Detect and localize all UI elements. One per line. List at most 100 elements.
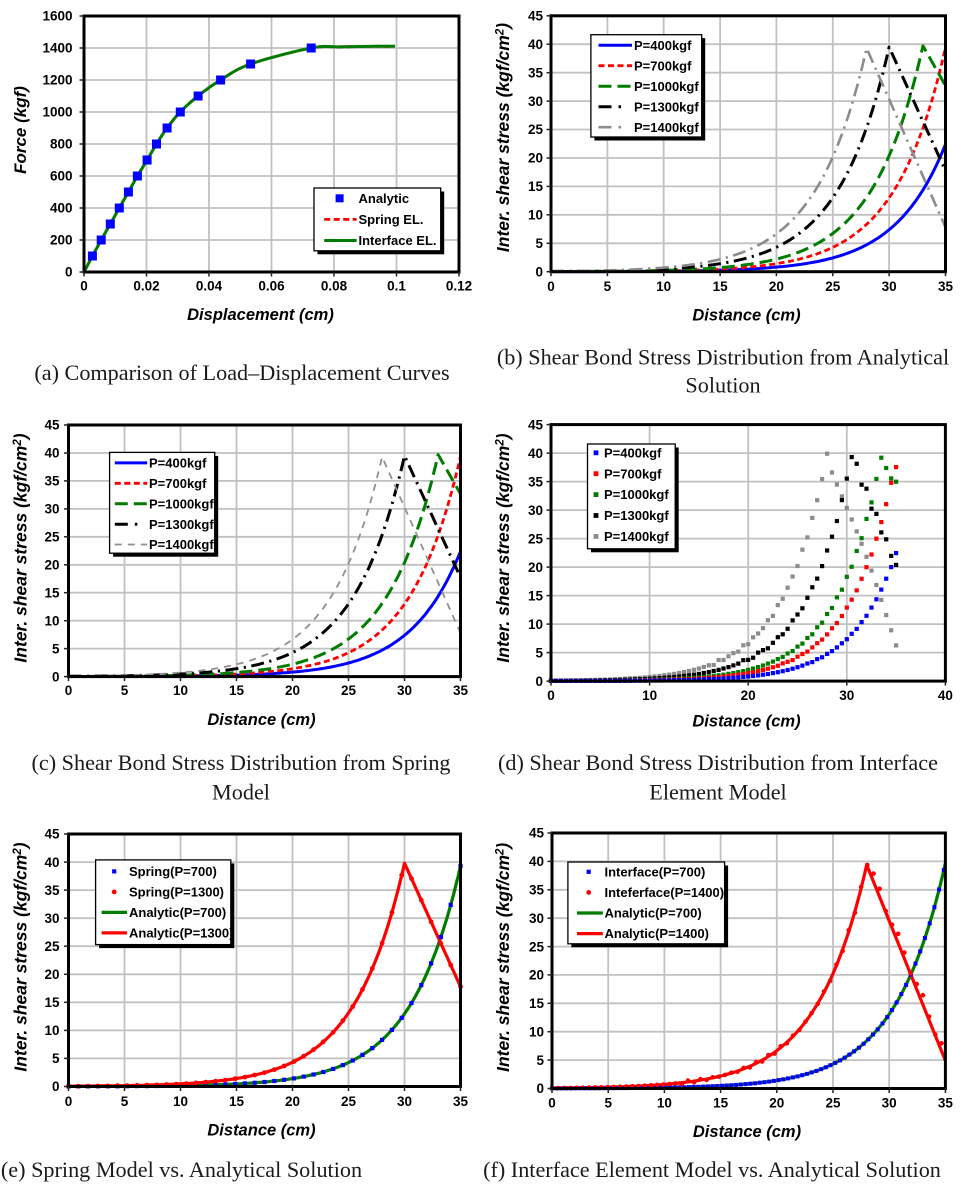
svg-text:5: 5 — [121, 683, 129, 698]
svg-text:5: 5 — [535, 236, 543, 251]
svg-text:Inter. shear stress (kgf/cm2): Inter. shear stress (kgf/cm2) — [11, 842, 31, 1071]
svg-text:35: 35 — [528, 474, 544, 489]
svg-text:P=1000kgf: P=1000kgf — [634, 79, 699, 94]
svg-text:10: 10 — [44, 1023, 59, 1038]
svg-text:35: 35 — [44, 474, 60, 489]
svg-text:Spring EL.: Spring EL. — [359, 212, 424, 227]
svg-text:200: 200 — [50, 233, 73, 248]
svg-text:20: 20 — [528, 560, 543, 575]
svg-text:(f) Interface Element Model vs: (f) Interface Element Model vs. Analytic… — [483, 1157, 941, 1182]
svg-text:0.12: 0.12 — [446, 279, 472, 294]
svg-text:20: 20 — [529, 968, 544, 983]
svg-text:10: 10 — [529, 1024, 544, 1039]
svg-text:0.08: 0.08 — [321, 279, 348, 294]
svg-text:600: 600 — [50, 169, 73, 184]
svg-text:0.1: 0.1 — [387, 279, 406, 294]
svg-text:Spring(P=1300): Spring(P=1300) — [129, 885, 224, 900]
svg-text:20: 20 — [285, 1094, 300, 1109]
svg-text:5: 5 — [121, 1094, 129, 1109]
svg-text:30: 30 — [397, 1094, 412, 1109]
svg-text:25: 25 — [825, 279, 841, 294]
svg-text:Inter. shear stress (kgf/cm2): Inter. shear stress (kgf/cm2) — [11, 433, 31, 662]
svg-text:1000: 1000 — [42, 105, 72, 120]
svg-text:10: 10 — [642, 688, 657, 703]
svg-text:5: 5 — [604, 1096, 612, 1111]
svg-text:35: 35 — [529, 883, 545, 898]
svg-text:0: 0 — [65, 265, 73, 280]
svg-text:0: 0 — [65, 1094, 73, 1109]
svg-text:40: 40 — [529, 854, 544, 869]
svg-text:25: 25 — [44, 530, 60, 545]
svg-text:Displacement (cm): Displacement (cm) — [187, 306, 334, 324]
svg-text:Element Model: Element Model — [649, 780, 786, 805]
svg-text:(a) Comparison of Load–Displac: (a) Comparison of Load–Displacement Curv… — [34, 360, 449, 385]
svg-text:25: 25 — [341, 1094, 357, 1109]
svg-text:P=1000kgf: P=1000kgf — [149, 496, 214, 511]
svg-text:10: 10 — [44, 613, 59, 628]
svg-text:P=400kgf: P=400kgf — [604, 445, 662, 460]
svg-text:0: 0 — [535, 264, 543, 279]
svg-text:P=1300kgf: P=1300kgf — [634, 99, 699, 114]
svg-text:30: 30 — [529, 911, 544, 926]
svg-text:35: 35 — [453, 1094, 469, 1109]
svg-text:40: 40 — [528, 446, 543, 461]
svg-text:30: 30 — [882, 279, 897, 294]
svg-text:Distance (cm): Distance (cm) — [692, 307, 801, 325]
svg-text:(b) Shear Bond Stress Distribu: (b) Shear Bond Stress Distribution from … — [497, 345, 949, 370]
svg-text:Model: Model — [212, 780, 270, 805]
svg-text:P=700kgf: P=700kgf — [634, 58, 692, 73]
svg-text:0.06: 0.06 — [258, 279, 285, 294]
svg-text:0.04: 0.04 — [196, 279, 223, 294]
svg-text:10: 10 — [173, 683, 188, 698]
svg-text:15: 15 — [529, 996, 545, 1011]
svg-text:20: 20 — [769, 1096, 784, 1111]
svg-text:15: 15 — [713, 1096, 729, 1111]
svg-text:30: 30 — [44, 502, 59, 517]
svg-text:P=1400kgf: P=1400kgf — [634, 120, 699, 135]
svg-text:(c) Shear Bond Stress Distribu: (c) Shear Bond Stress Distribution from … — [31, 750, 450, 775]
svg-text:40: 40 — [528, 37, 543, 52]
svg-text:(e) Spring Model vs. Analytica: (e) Spring Model vs. Analytical Solution — [1, 1157, 362, 1182]
svg-text:20: 20 — [44, 558, 59, 573]
svg-text:25: 25 — [341, 683, 357, 698]
svg-text:P=1000kgf: P=1000kgf — [604, 487, 669, 502]
svg-text:P=1400kgf: P=1400kgf — [149, 537, 214, 552]
svg-text:15: 15 — [44, 995, 60, 1010]
svg-text:P=700kgf: P=700kgf — [149, 476, 207, 491]
svg-text:30: 30 — [397, 683, 412, 698]
svg-text:40: 40 — [44, 855, 59, 870]
svg-text:10: 10 — [528, 617, 543, 632]
svg-text:400: 400 — [50, 201, 73, 216]
svg-text:10: 10 — [657, 1096, 672, 1111]
svg-text:35: 35 — [938, 279, 954, 294]
svg-text:5: 5 — [604, 279, 612, 294]
svg-text:0: 0 — [65, 683, 73, 698]
svg-text:10: 10 — [528, 208, 543, 223]
svg-text:45: 45 — [529, 826, 545, 841]
svg-text:15: 15 — [528, 179, 544, 194]
svg-text:30: 30 — [44, 911, 59, 926]
svg-text:20: 20 — [741, 688, 756, 703]
svg-text:0: 0 — [52, 669, 60, 684]
svg-text:P=1300kgf: P=1300kgf — [604, 508, 669, 523]
svg-text:35: 35 — [938, 1096, 954, 1111]
svg-text:5: 5 — [535, 645, 543, 660]
svg-text:P=1400kgf: P=1400kgf — [604, 529, 669, 544]
svg-text:P=400kgf: P=400kgf — [149, 456, 207, 471]
svg-text:0: 0 — [535, 674, 543, 689]
svg-text:25: 25 — [528, 122, 544, 137]
svg-text:5: 5 — [52, 1051, 60, 1066]
svg-text:Interface(P=700): Interface(P=700) — [605, 864, 706, 879]
svg-text:15: 15 — [229, 683, 245, 698]
svg-text:0: 0 — [80, 279, 88, 294]
svg-text:30: 30 — [882, 1096, 897, 1111]
svg-text:0: 0 — [547, 688, 555, 703]
svg-text:0: 0 — [52, 1079, 60, 1094]
svg-text:15: 15 — [528, 588, 544, 603]
svg-text:Inter. shear stress (kgf/cm2): Inter. shear stress (kgf/cm2) — [493, 843, 513, 1072]
svg-text:1400: 1400 — [42, 41, 72, 56]
svg-text:0: 0 — [548, 1096, 556, 1111]
svg-text:1200: 1200 — [42, 73, 72, 88]
svg-text:30: 30 — [839, 688, 854, 703]
svg-text:40: 40 — [44, 446, 59, 461]
